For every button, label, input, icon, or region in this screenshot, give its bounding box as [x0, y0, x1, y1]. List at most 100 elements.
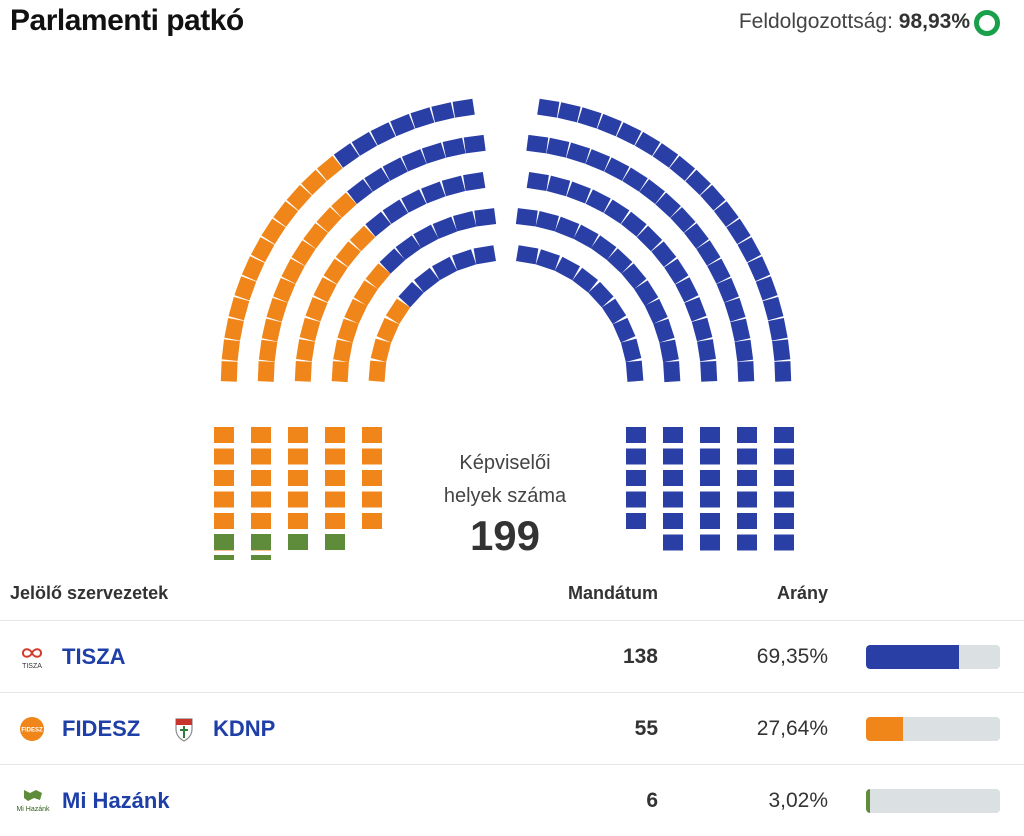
kdnp-logo-icon [170, 715, 198, 743]
seat-tisza [537, 98, 560, 118]
column-header-organisations: Jelölő szervezetek [10, 583, 169, 603]
seat-tisza [669, 155, 696, 181]
seat-fidesz [257, 361, 275, 382]
seat-tisza [382, 157, 408, 181]
seat-tisza [626, 491, 646, 508]
svg-text:TISZA: TISZA [22, 663, 42, 670]
seat-tisza [663, 534, 683, 551]
seat-tisza [347, 179, 373, 205]
seat-fidesz [313, 277, 337, 303]
seat-tisza [554, 256, 581, 281]
ratio-tisza: 69,35% [756, 645, 828, 668]
seat-fidesz [362, 448, 382, 465]
seat-tisza [473, 245, 496, 265]
party-name-kdnp[interactable]: KDNP [213, 716, 276, 741]
seat-fidesz [273, 277, 296, 303]
table-row-tisza[interactable]: TISZA TISZA 138 69,35% [0, 621, 1024, 693]
seat-fidesz [250, 237, 275, 263]
seat-mihazank [325, 534, 345, 550]
seat-tisza [515, 208, 538, 227]
table-row-mihazank[interactable]: Mi Hazánk Mi Hazánk 6 3,02% [0, 765, 1024, 836]
seat-tisza [622, 167, 648, 192]
seat-tisza [601, 298, 627, 325]
seat-tisza [421, 142, 446, 164]
seat-fidesz [288, 491, 308, 508]
seat-tisza [463, 134, 486, 154]
seat-fidesz [258, 339, 278, 362]
seat-fidesz [214, 491, 234, 508]
seat-tisza [566, 142, 591, 164]
seat-tisza [626, 513, 646, 529]
seat-tisza [700, 360, 718, 382]
seat-fidesz [251, 470, 271, 486]
seat-tisza [655, 192, 681, 218]
party-name-tisza[interactable]: TISZA [62, 644, 126, 669]
seat-tisza [685, 169, 711, 196]
seat-tisza [535, 210, 559, 232]
seat-tisza [474, 208, 497, 227]
seat-fidesz [337, 318, 359, 343]
seat-tisza [333, 143, 360, 168]
seat-tisza [700, 513, 720, 529]
seat-tisza [774, 448, 794, 465]
seat-tisza [774, 361, 792, 382]
seat-tisza [401, 189, 427, 213]
seat-fidesz [214, 448, 234, 465]
seat-fidesz [261, 218, 286, 245]
seat-tisza [652, 143, 679, 168]
seat-total-label-line2: helyek száma [443, 485, 567, 507]
seat-fidesz [325, 513, 345, 529]
seat-fidesz [241, 256, 265, 282]
seat-tisza [452, 249, 477, 271]
seat-tisza [603, 199, 630, 224]
table-row-fidesz-kdnp[interactable]: FIDESZ FIDESZ KDNP 55 27,64% [0, 693, 1024, 765]
seat-tisza [737, 237, 762, 263]
party-name-mihazank[interactable]: Mi Hazánk [62, 788, 170, 813]
seat-tisza [755, 276, 778, 301]
seat-tisza [734, 339, 754, 362]
seat-fidesz [251, 448, 271, 465]
seat-tisza [453, 210, 477, 232]
seat-tisza [364, 167, 390, 192]
seat-tisza [370, 122, 396, 146]
seat-fidesz [362, 470, 382, 486]
mihazank-logo-icon: Mi Hazánk [14, 787, 52, 815]
seat-mihazank [288, 534, 308, 550]
seat-tisza [724, 297, 746, 322]
seat-tisza [395, 235, 422, 261]
seat-fidesz [220, 361, 238, 382]
parliament-horseshoe-chart [214, 98, 794, 560]
ratio-bar-tisza [866, 645, 1000, 669]
seat-fidesz [234, 276, 257, 301]
seat-tisza [774, 491, 794, 508]
seat-fidesz [286, 184, 312, 211]
seat-tisza [365, 211, 392, 237]
seat-fidesz [266, 297, 288, 322]
seat-tisza [774, 470, 794, 486]
seat-total-value: 199 [469, 512, 541, 559]
seat-tisza [604, 157, 630, 181]
seat-fidesz [349, 225, 376, 252]
seat-tisza [621, 263, 647, 290]
seat-tisza [597, 113, 622, 137]
seat-fidesz [261, 318, 282, 342]
seat-tisza [663, 448, 683, 465]
processing-label: Feldolgozottság: [738, 10, 893, 33]
seat-fidesz [214, 470, 234, 486]
seat-fidesz [303, 223, 329, 249]
tisza-logo-icon: TISZA [18, 643, 46, 671]
seat-fidesz [296, 339, 315, 362]
seat-tisza [577, 107, 602, 129]
seat-tisza [616, 122, 642, 146]
seat-tisza [696, 240, 721, 266]
seat-fidesz [385, 298, 411, 325]
seat-fidesz [331, 192, 357, 218]
seat-tisza [572, 267, 599, 293]
seat-tisza [663, 427, 683, 443]
progress-ring-icon [974, 10, 1000, 36]
seat-tisza [774, 513, 794, 529]
seat-tisza [700, 534, 720, 551]
party-name-fidesz[interactable]: FIDESZ [62, 716, 141, 741]
seat-tisza [774, 427, 794, 443]
seat-mihazank [214, 555, 234, 560]
